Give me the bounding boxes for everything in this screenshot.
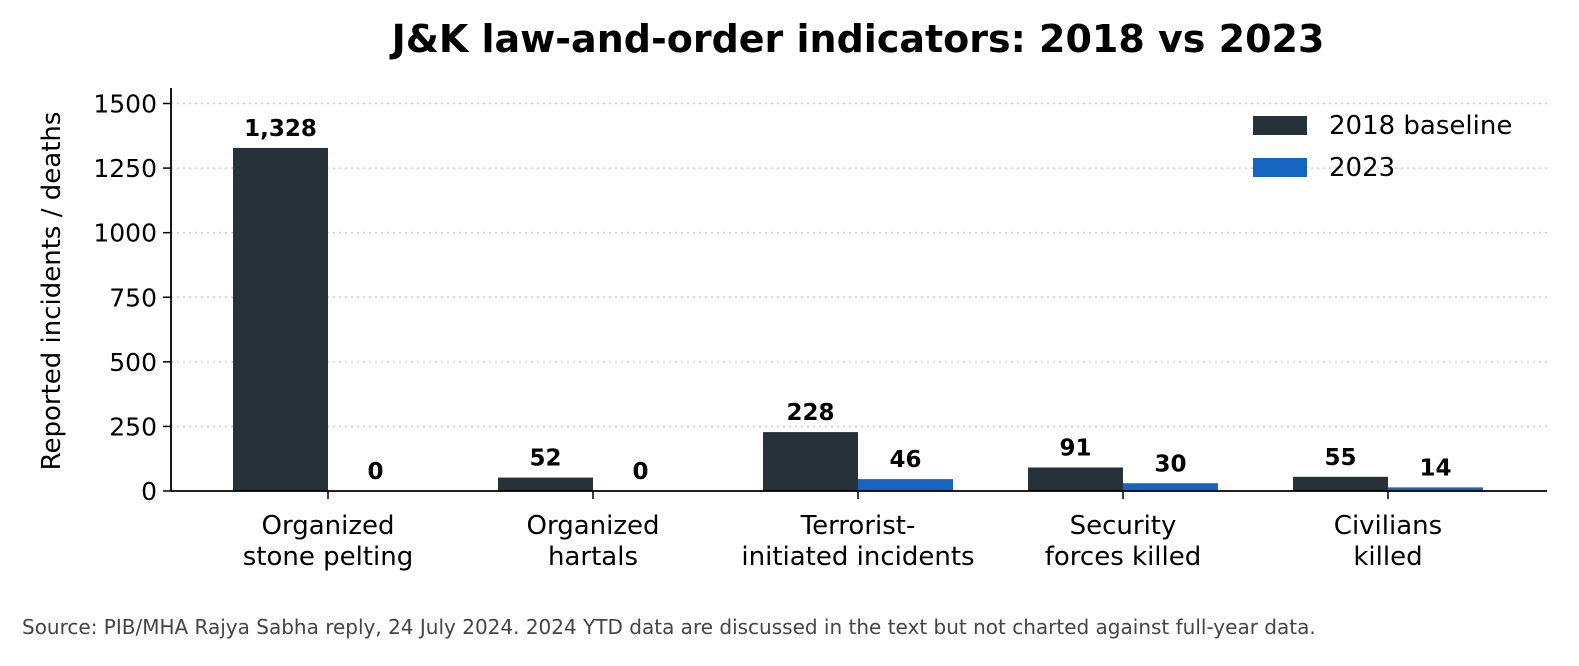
y-tick-label: 750 bbox=[109, 283, 157, 312]
data-label: 0 bbox=[367, 459, 383, 485]
bar-2023 bbox=[1123, 483, 1218, 491]
y-tick-label: 250 bbox=[109, 412, 157, 441]
x-category-label: stone pelting bbox=[243, 542, 414, 572]
data-label: 46 bbox=[889, 447, 921, 473]
legend-swatch bbox=[1253, 116, 1307, 135]
bar-2023 bbox=[1388, 487, 1483, 491]
y-tick-label: 1250 bbox=[93, 154, 157, 183]
data-label: 0 bbox=[632, 459, 648, 485]
x-category-label: killed bbox=[1353, 542, 1422, 572]
axes bbox=[163, 88, 1547, 499]
data-labels: 1,328 52 228 91 55 0 0 46 30 14 bbox=[244, 116, 1451, 485]
x-category-label: initiated incidents bbox=[741, 542, 974, 572]
bar-2018 bbox=[763, 432, 858, 491]
x-category-label: Organized bbox=[262, 511, 395, 541]
x-category-label: Terrorist- bbox=[800, 511, 916, 541]
data-label: 52 bbox=[529, 446, 561, 472]
bars bbox=[233, 147, 1483, 491]
data-label: 1,328 bbox=[244, 116, 317, 142]
bar-2023 bbox=[858, 479, 953, 491]
data-label: 30 bbox=[1154, 451, 1186, 477]
y-tick-label: 1000 bbox=[93, 219, 157, 248]
bar-2018 bbox=[1028, 467, 1123, 491]
legend: 2018 baseline 2023 bbox=[1253, 111, 1512, 183]
legend-label: 2018 baseline bbox=[1329, 111, 1512, 141]
chart-title: J&K law-and-order indicators: 2018 vs 20… bbox=[389, 17, 1325, 61]
legend-label: 2023 bbox=[1329, 153, 1395, 183]
source-note: Source: PIB/MHA Rajya Sabha reply, 24 Ju… bbox=[22, 615, 1316, 639]
data-label: 91 bbox=[1059, 435, 1091, 461]
data-label: 14 bbox=[1419, 455, 1451, 481]
x-category-label: forces killed bbox=[1045, 542, 1202, 572]
x-category-label: Organized bbox=[527, 511, 660, 541]
x-category-label: Civilians bbox=[1334, 511, 1442, 541]
x-category-label: hartals bbox=[548, 542, 638, 572]
grid-lines bbox=[171, 102, 1547, 428]
y-axis-label: Reported incidents / deaths bbox=[37, 112, 67, 471]
y-tick-label: 500 bbox=[109, 348, 157, 377]
x-category-label: Security bbox=[1070, 511, 1177, 541]
y-tick-label: 1500 bbox=[93, 90, 157, 119]
y-tick-labels: 0 250 500 750 1000 1250 1500 bbox=[93, 90, 157, 507]
bar-2018 bbox=[498, 477, 593, 491]
bar-2018 bbox=[1293, 476, 1388, 491]
bar-2018 bbox=[233, 147, 328, 491]
data-label: 55 bbox=[1324, 445, 1356, 471]
data-label: 228 bbox=[786, 400, 834, 426]
legend-swatch bbox=[1253, 158, 1307, 177]
y-tick-label: 0 bbox=[141, 477, 157, 506]
